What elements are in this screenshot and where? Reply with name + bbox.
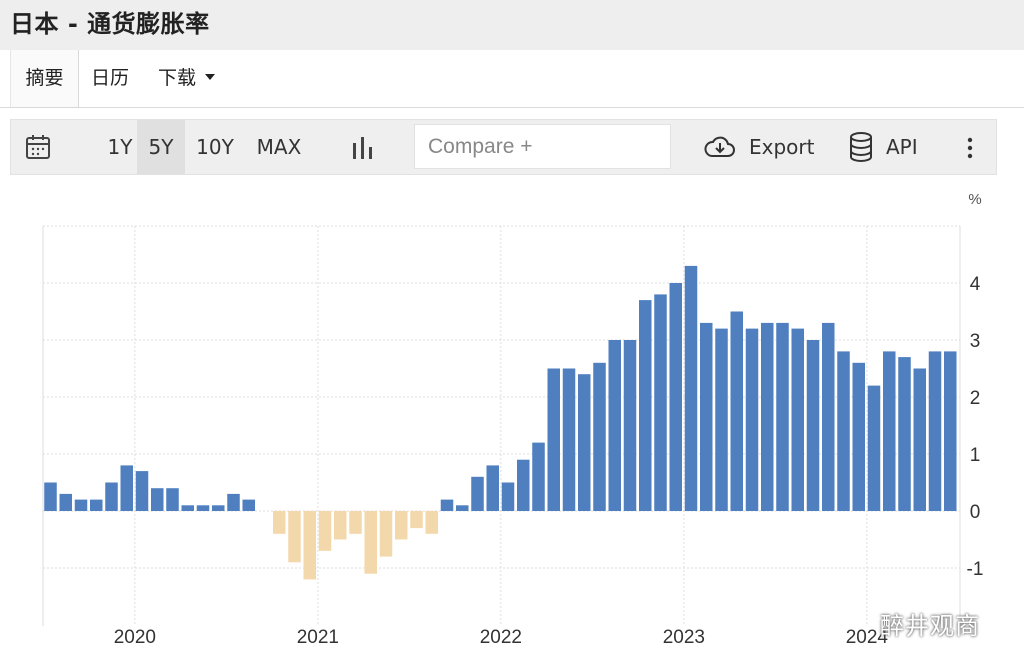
api-button[interactable]: API: [886, 135, 918, 159]
bar[interactable]: [74, 499, 88, 511]
bar[interactable]: [684, 265, 698, 511]
bar[interactable]: [90, 499, 103, 511]
tab-download-label: 下载: [158, 67, 197, 89]
bar[interactable]: [532, 442, 545, 511]
bar[interactable]: [715, 328, 728, 511]
bar[interactable]: [273, 511, 286, 534]
cloud-download-icon[interactable]: [704, 134, 736, 160]
y-tick-label: 2: [970, 388, 981, 409]
page-title: 日本 - 通货膨胀率: [10, 10, 210, 38]
bar[interactable]: [318, 511, 332, 551]
bar[interactable]: [639, 300, 652, 511]
bar[interactable]: [120, 465, 134, 511]
range-5y-button[interactable]: 5Y: [137, 120, 185, 174]
tab-bar: 摘要 日历 下载: [0, 50, 1024, 108]
bar[interactable]: [501, 482, 515, 512]
bar[interactable]: [440, 499, 454, 511]
x-tick-label: 2022: [480, 627, 522, 648]
bar[interactable]: [806, 340, 820, 511]
bar[interactable]: [456, 505, 469, 511]
bar[interactable]: [425, 511, 439, 534]
bar[interactable]: [776, 322, 789, 511]
bar[interactable]: [700, 322, 713, 511]
bar[interactable]: [837, 351, 850, 511]
bar[interactable]: [761, 322, 774, 511]
tab-download[interactable]: 下载: [158, 50, 216, 107]
chart-toolbar: 1Y 5Y 10Y MAX Compare + Export API: [10, 119, 997, 175]
tab-summary[interactable]: 摘要: [10, 50, 79, 107]
bar[interactable]: [486, 465, 500, 511]
range-1y-button[interactable]: 1Y: [107, 135, 133, 159]
bar[interactable]: [379, 511, 393, 557]
bar[interactable]: [593, 362, 606, 511]
range-10y-button[interactable]: 10Y: [196, 135, 234, 159]
tab-calendar[interactable]: 日历: [91, 67, 130, 89]
x-tick-label: 2023: [663, 627, 705, 648]
bar[interactable]: [59, 493, 73, 511]
bar[interactable]: [669, 283, 683, 511]
y-tick-label: -1: [967, 559, 984, 580]
bar[interactable]: [181, 505, 195, 511]
bar[interactable]: [578, 374, 591, 511]
bar[interactable]: [395, 511, 408, 540]
export-button[interactable]: Export: [749, 135, 815, 159]
bar[interactable]: [227, 493, 240, 511]
bar[interactable]: [334, 511, 347, 540]
bar[interactable]: [623, 340, 637, 511]
bar[interactable]: [364, 511, 378, 574]
x-tick-label: 2020: [114, 627, 156, 648]
bar[interactable]: [867, 385, 881, 511]
bar[interactable]: [928, 351, 942, 511]
bar[interactable]: [944, 351, 957, 511]
x-tick-label: 2021: [297, 627, 339, 648]
bar[interactable]: [608, 340, 622, 511]
bar[interactable]: [105, 482, 118, 512]
y-unit-label: %: [968, 191, 981, 208]
bar[interactable]: [852, 362, 866, 511]
more-vertical-icon[interactable]: [966, 136, 974, 160]
chart-area: -1 0 1 2 3 4 2020 2021 2022 2023 2024 %: [0, 176, 1024, 650]
title-bar: 日本 - 通货膨胀率: [0, 0, 1024, 50]
bar[interactable]: [562, 368, 576, 512]
bar[interactable]: [730, 311, 744, 512]
bar[interactable]: [883, 351, 896, 511]
bar[interactable]: [471, 476, 484, 511]
compare-input[interactable]: Compare +: [414, 124, 671, 169]
bar[interactable]: [791, 328, 805, 511]
bar[interactable]: [288, 511, 301, 563]
bar[interactable]: [822, 322, 835, 511]
bar[interactable]: [166, 488, 179, 511]
bar[interactable]: [212, 505, 225, 511]
bar[interactable]: [898, 357, 911, 511]
bar[interactable]: [349, 511, 362, 534]
bar[interactable]: [303, 511, 317, 580]
caret-down-icon: [205, 73, 216, 80]
bar[interactable]: [517, 459, 530, 511]
bar[interactable]: [745, 328, 759, 511]
calendar-icon[interactable]: [25, 134, 51, 160]
bar[interactable]: [654, 294, 667, 511]
y-tick-label: 0: [970, 502, 981, 523]
range-max-button[interactable]: MAX: [256, 135, 302, 159]
y-tick-label: 1: [970, 445, 981, 466]
y-tick-label: 3: [970, 331, 981, 352]
bar[interactable]: [151, 488, 164, 511]
y-tick-label: 4: [970, 274, 981, 295]
bar[interactable]: [410, 511, 423, 529]
bar[interactable]: [196, 505, 210, 511]
x-tick-label: 2024: [846, 627, 889, 648]
inflation-bar-chart: -1 0 1 2 3 4 2020 2021 2022 2023 2024 %: [42, 191, 984, 648]
bar[interactable]: [44, 482, 57, 512]
bar-chart-icon[interactable]: [351, 135, 375, 161]
bar[interactable]: [135, 471, 149, 511]
bar[interactable]: [913, 368, 927, 512]
watermark: 醉井观商: [880, 612, 980, 640]
bar[interactable]: [242, 499, 256, 511]
database-icon[interactable]: [849, 132, 873, 162]
bar[interactable]: [547, 368, 561, 512]
